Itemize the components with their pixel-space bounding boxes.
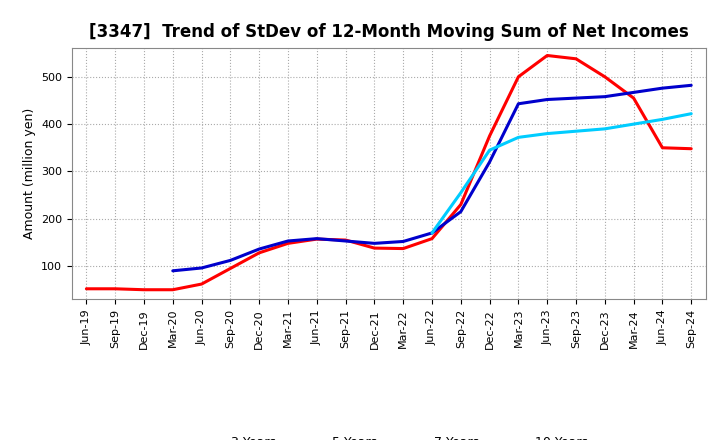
5 Years bbox=[514, 101, 523, 106]
5 Years bbox=[255, 246, 264, 252]
7 Years bbox=[485, 147, 494, 153]
5 Years bbox=[543, 97, 552, 102]
5 Years bbox=[600, 94, 609, 99]
3 Years bbox=[284, 241, 292, 246]
3 Years bbox=[456, 202, 465, 207]
7 Years bbox=[456, 190, 465, 195]
Y-axis label: Amount (million yen): Amount (million yen) bbox=[22, 108, 35, 239]
3 Years bbox=[629, 95, 638, 101]
3 Years bbox=[687, 146, 696, 151]
Title: [3347]  Trend of StDev of 12-Month Moving Sum of Net Incomes: [3347] Trend of StDev of 12-Month Moving… bbox=[89, 23, 688, 41]
7 Years bbox=[658, 117, 667, 122]
3 Years bbox=[197, 282, 206, 287]
5 Years bbox=[485, 159, 494, 165]
Line: 5 Years: 5 Years bbox=[173, 85, 691, 271]
3 Years bbox=[485, 133, 494, 139]
5 Years bbox=[226, 258, 235, 263]
3 Years bbox=[82, 286, 91, 291]
Line: 3 Years: 3 Years bbox=[86, 55, 691, 290]
5 Years bbox=[456, 209, 465, 214]
3 Years bbox=[255, 250, 264, 256]
7 Years bbox=[629, 121, 638, 127]
3 Years bbox=[572, 56, 580, 62]
3 Years bbox=[543, 53, 552, 58]
3 Years bbox=[168, 287, 177, 292]
3 Years bbox=[658, 145, 667, 150]
3 Years bbox=[600, 74, 609, 80]
5 Years bbox=[687, 83, 696, 88]
7 Years bbox=[687, 111, 696, 116]
7 Years bbox=[600, 126, 609, 132]
3 Years bbox=[514, 74, 523, 80]
3 Years bbox=[428, 236, 436, 241]
5 Years bbox=[629, 90, 638, 95]
Line: 7 Years: 7 Years bbox=[432, 114, 691, 233]
5 Years bbox=[428, 230, 436, 235]
5 Years bbox=[197, 265, 206, 271]
3 Years bbox=[370, 246, 379, 251]
3 Years bbox=[399, 246, 408, 251]
7 Years bbox=[428, 230, 436, 235]
3 Years bbox=[111, 286, 120, 291]
5 Years bbox=[572, 95, 580, 101]
3 Years bbox=[226, 266, 235, 271]
5 Years bbox=[658, 85, 667, 91]
5 Years bbox=[312, 236, 321, 241]
5 Years bbox=[399, 239, 408, 244]
5 Years bbox=[284, 238, 292, 244]
5 Years bbox=[168, 268, 177, 273]
Legend: 3 Years, 5 Years, 7 Years, 10 Years: 3 Years, 5 Years, 7 Years, 10 Years bbox=[184, 431, 593, 440]
5 Years bbox=[341, 238, 350, 244]
7 Years bbox=[572, 128, 580, 134]
3 Years bbox=[140, 287, 148, 292]
7 Years bbox=[514, 135, 523, 140]
7 Years bbox=[543, 131, 552, 136]
5 Years bbox=[370, 241, 379, 246]
3 Years bbox=[312, 236, 321, 242]
3 Years bbox=[341, 238, 350, 243]
